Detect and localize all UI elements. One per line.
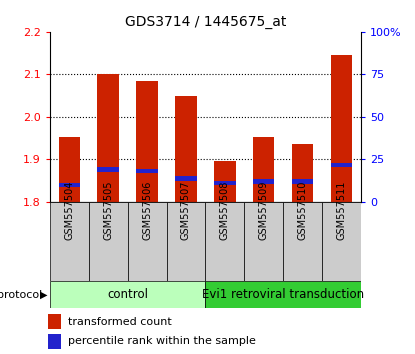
Text: control: control [107, 288, 148, 301]
Bar [214, 161, 236, 202]
Bar [137, 169, 158, 173]
Title: GDS3714 / 1445675_at: GDS3714 / 1445675_at [125, 16, 286, 29]
Bar [292, 179, 313, 183]
Bar [137, 81, 158, 202]
Bar [253, 179, 274, 183]
Bar [48, 334, 61, 348]
Bar [205, 281, 361, 308]
Text: percentile rank within the sample: percentile rank within the sample [68, 336, 256, 346]
Text: transformed count: transformed count [68, 316, 171, 327]
Text: GSM557506: GSM557506 [142, 181, 152, 240]
Bar [214, 181, 236, 185]
Bar [331, 163, 352, 167]
Text: GSM557511: GSM557511 [337, 181, 347, 240]
Bar [244, 202, 283, 281]
Bar [50, 202, 89, 281]
Bar [59, 183, 80, 187]
Bar [175, 176, 197, 181]
Bar [175, 96, 197, 202]
Text: GSM557504: GSM557504 [64, 181, 74, 240]
Bar [205, 202, 244, 281]
Text: GSM557505: GSM557505 [103, 181, 113, 240]
Text: GSM557509: GSM557509 [259, 181, 269, 240]
Text: GSM557508: GSM557508 [220, 181, 230, 240]
Text: Evi1 retroviral transduction: Evi1 retroviral transduction [202, 288, 364, 301]
Bar [59, 137, 80, 202]
Bar [253, 137, 274, 202]
Bar [48, 314, 61, 329]
Bar [89, 202, 128, 281]
Text: GSM557510: GSM557510 [298, 181, 308, 240]
Text: ▶: ▶ [40, 290, 48, 300]
Bar [98, 74, 119, 202]
Bar [283, 202, 322, 281]
Text: GSM557507: GSM557507 [181, 181, 191, 240]
Bar [292, 144, 313, 202]
Bar [98, 167, 119, 172]
Bar [166, 202, 205, 281]
Bar [322, 202, 361, 281]
Bar [331, 55, 352, 202]
Bar [128, 202, 166, 281]
Bar [50, 281, 205, 308]
Text: protocol: protocol [0, 290, 46, 300]
